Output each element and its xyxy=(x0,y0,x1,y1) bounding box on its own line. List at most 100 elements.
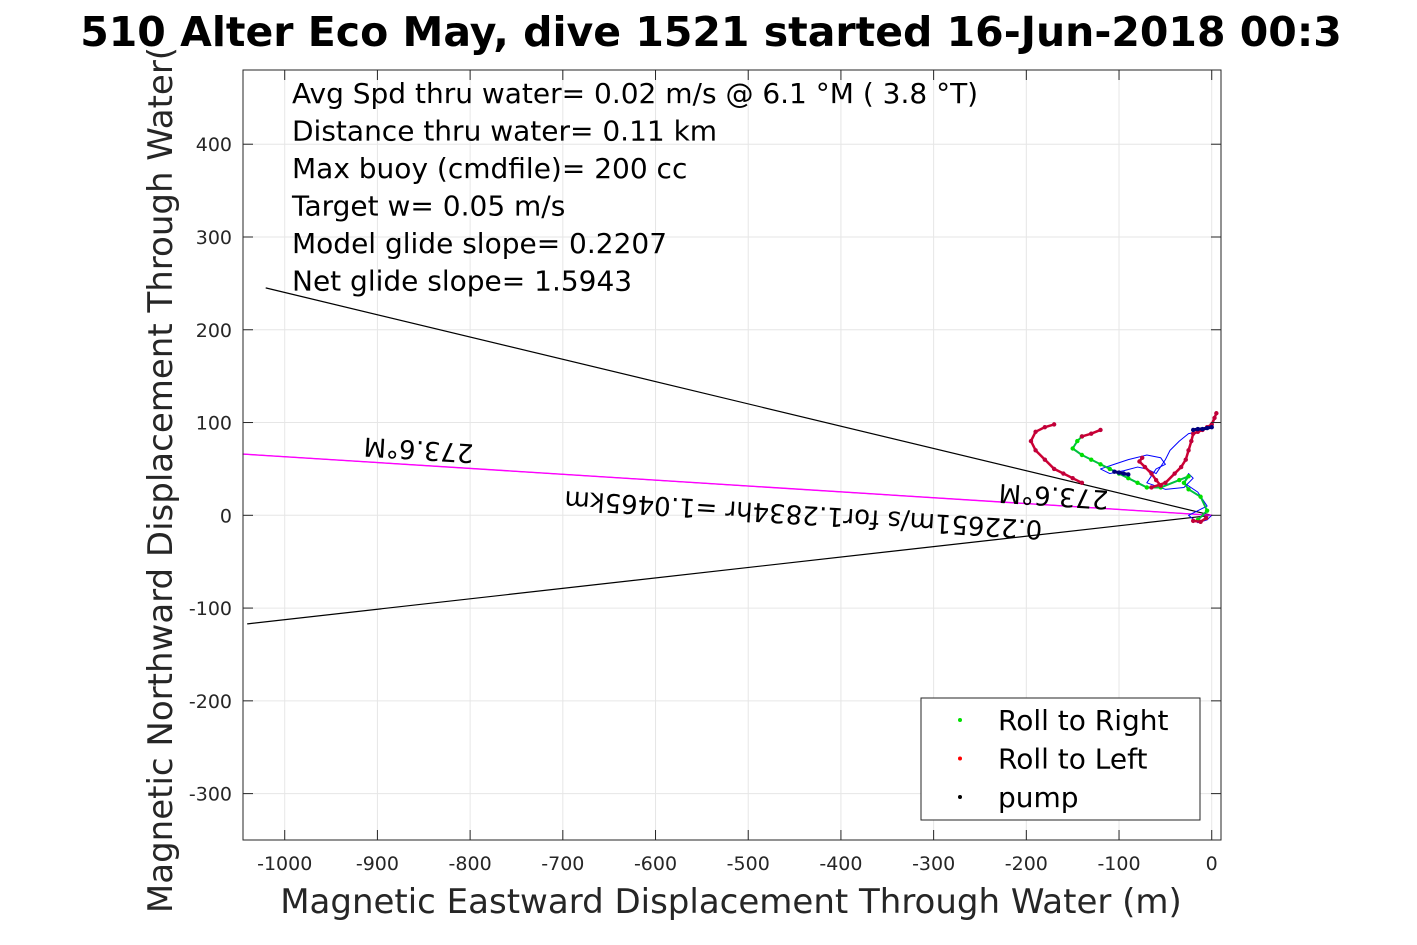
y-tick-label: -200 xyxy=(189,691,232,713)
x-tick-label: 0 xyxy=(1206,853,1218,875)
data-point xyxy=(1089,457,1094,462)
series-line-10 xyxy=(1112,470,1130,476)
data-point xyxy=(1142,464,1148,470)
data-point xyxy=(1190,518,1196,524)
annotation-2: 273.6°M xyxy=(998,477,1110,514)
data-point xyxy=(1135,480,1140,486)
data-point xyxy=(1153,477,1159,483)
data-point xyxy=(1070,446,1075,451)
data-point xyxy=(1098,462,1103,467)
data-point xyxy=(1144,485,1150,490)
x-tick-label: -100 xyxy=(1097,853,1140,875)
data-point xyxy=(1149,471,1154,476)
data-point xyxy=(1079,480,1085,486)
data-point xyxy=(1204,425,1210,431)
annotation-0: 273.6°M xyxy=(363,431,475,468)
data-point xyxy=(1089,431,1094,436)
data-point xyxy=(1212,415,1217,421)
data-point xyxy=(1181,480,1187,486)
y-tick-label: 200 xyxy=(196,320,232,342)
data-point xyxy=(1190,427,1196,433)
info-text-block: Avg Spd thru water= 0.02 m/s @ 6.1 °M ( … xyxy=(291,77,978,298)
info-line-5: Net glide slope= 1.5943 xyxy=(292,265,632,298)
data-point xyxy=(1200,426,1205,432)
series-line-2 xyxy=(242,453,1213,517)
data-point xyxy=(1121,471,1126,476)
chart-title: 510 Alter Eco May, dive 1521 started 16-… xyxy=(80,8,1342,56)
y-tick-label: 400 xyxy=(196,134,232,156)
data-point xyxy=(1204,508,1210,513)
data-point xyxy=(1079,452,1085,458)
y-axis-label: Magnetic Northward Displacement Through … xyxy=(141,47,181,913)
data-point xyxy=(1051,466,1057,472)
data-point xyxy=(1209,424,1214,430)
data-point xyxy=(1126,472,1131,477)
x-tick-label: -800 xyxy=(449,853,492,875)
data-point xyxy=(1214,411,1219,416)
x-tick-label: -900 xyxy=(356,853,399,875)
data-point xyxy=(1186,448,1191,453)
data-point xyxy=(1183,457,1188,462)
legend-marker-1 xyxy=(958,756,962,761)
data-point xyxy=(1189,438,1194,444)
legend-label-0: Roll to Right xyxy=(998,704,1169,737)
data-point xyxy=(1098,427,1103,433)
info-line-1: Distance thru water= 0.11 km xyxy=(292,115,717,148)
data-point xyxy=(1116,470,1122,475)
data-point xyxy=(1172,471,1177,476)
data-point xyxy=(1186,474,1191,479)
data-point xyxy=(1190,431,1196,436)
data-point xyxy=(1178,464,1184,470)
series-line-5 xyxy=(1029,423,1084,485)
x-tick-label: -600 xyxy=(634,853,677,875)
plot-frame xyxy=(242,69,1222,841)
legend-box xyxy=(920,697,1201,821)
data-point xyxy=(1075,438,1080,444)
data-point xyxy=(1079,434,1085,439)
series-line-1 xyxy=(247,514,1213,625)
data-point xyxy=(1163,480,1168,486)
data-point xyxy=(1033,448,1038,453)
y-tick-label: 300 xyxy=(196,227,232,249)
data-layer xyxy=(242,287,1219,625)
y-tick-label: -100 xyxy=(189,598,232,620)
data-point xyxy=(1107,466,1112,472)
x-tick-label: -400 xyxy=(819,853,862,875)
data-point xyxy=(1042,424,1048,430)
series-line-0 xyxy=(265,287,1213,516)
legend: Roll to Right Roll to Left pump xyxy=(920,697,1201,821)
ticks: -1000 -900 -800 -700 -600 -500 -400 -300 -200 -10… xyxy=(189,70,1221,875)
data-point xyxy=(1033,429,1038,435)
legend-marker-2 xyxy=(958,795,962,799)
data-point xyxy=(1198,519,1203,524)
data-point xyxy=(1051,422,1057,427)
data-point xyxy=(1177,477,1182,483)
info-line-3: Target w= 0.05 m/s xyxy=(291,190,565,223)
grid xyxy=(243,70,1221,840)
data-point xyxy=(1203,515,1209,521)
data-point xyxy=(1112,469,1117,474)
x-tick-label: -300 xyxy=(912,853,955,875)
legend-label-1: Roll to Left xyxy=(998,743,1147,776)
x-tick-label: -700 xyxy=(541,853,584,875)
info-line-4: Model glide slope= 0.2207 xyxy=(292,227,667,260)
data-point xyxy=(1061,471,1066,476)
data-point xyxy=(1198,494,1203,499)
data-point xyxy=(1149,485,1154,490)
data-point xyxy=(1126,475,1131,481)
x-axis-label: Magnetic Eastward Displacement Through W… xyxy=(280,882,1182,922)
data-point xyxy=(1042,457,1048,462)
data-point xyxy=(1195,426,1201,432)
x-tick-label: -500 xyxy=(727,853,770,875)
info-line-2: Max buoy (cmdfile)= 200 cc xyxy=(292,152,687,185)
data-point xyxy=(1070,475,1075,481)
y-tick-label: 100 xyxy=(196,413,232,435)
legend-label-2: pump xyxy=(998,781,1079,814)
legend-marker-0 xyxy=(958,718,962,722)
x-tick-label: -1000 xyxy=(257,853,312,875)
y-tick-label: -300 xyxy=(189,784,232,806)
x-tick-label: -200 xyxy=(1005,853,1048,875)
y-tick-label: 0 xyxy=(220,505,232,527)
data-point xyxy=(1137,459,1142,464)
